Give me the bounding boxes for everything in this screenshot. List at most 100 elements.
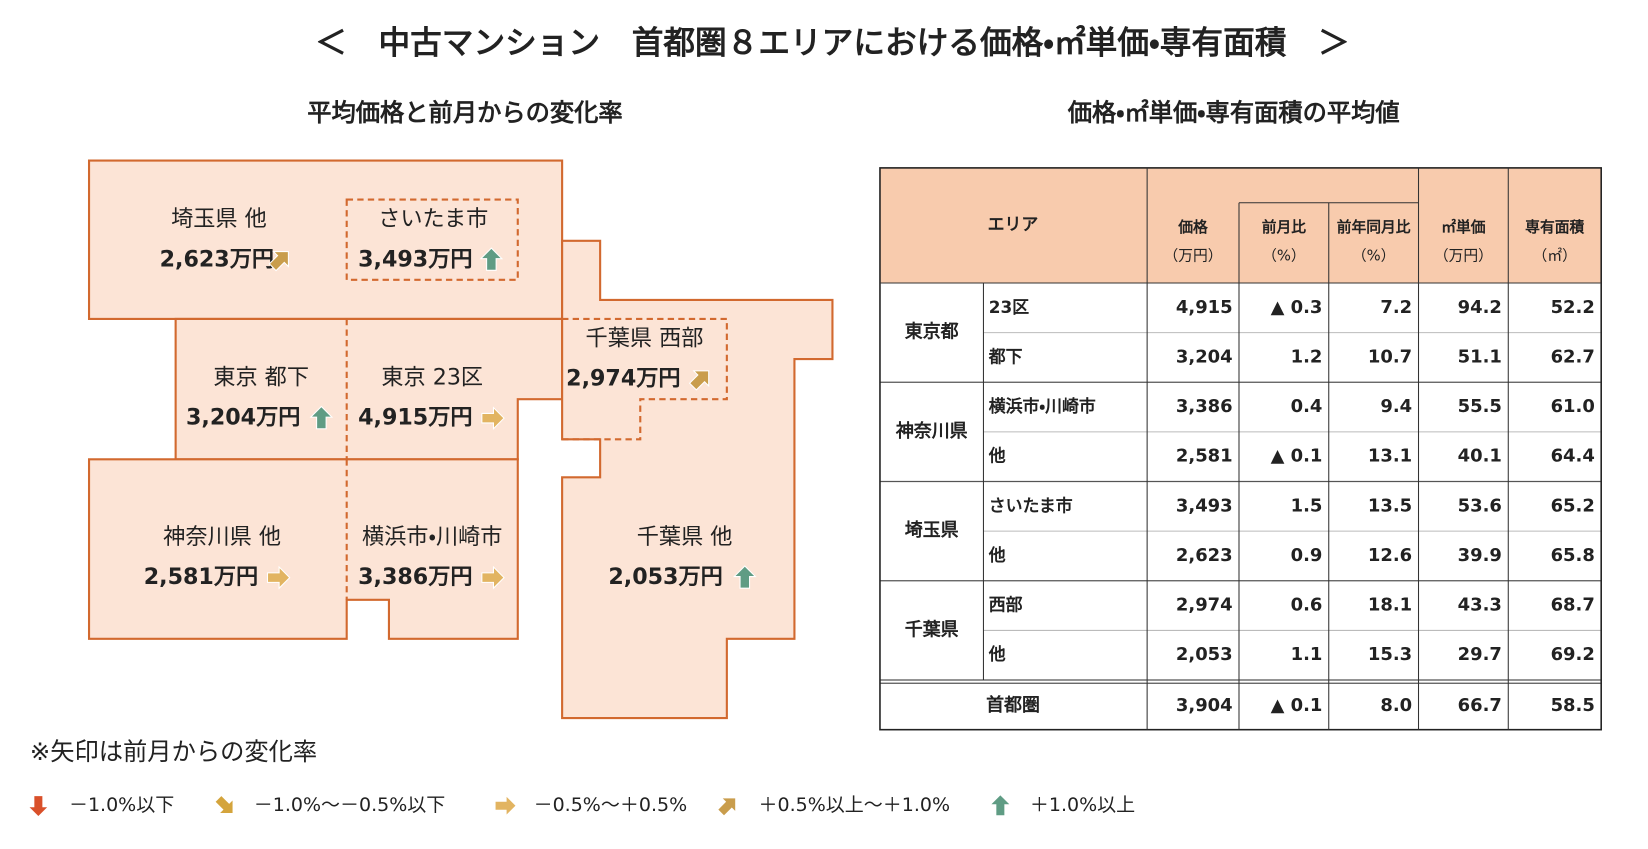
table-cell: 65.2 (1551, 495, 1595, 516)
table-cell: ▲ 0.1 (1271, 446, 1323, 467)
table-header-bg (879, 167, 1602, 283)
region-price: 2,623万円 (160, 246, 274, 272)
table-cell: ▲ 0.3 (1271, 297, 1323, 318)
region-price: 3,386万円 (358, 564, 472, 590)
table-header-cell: 専有面積 (1525, 218, 1584, 236)
table-cell: 2,623 (1176, 545, 1233, 566)
group-name: 東京都 (905, 321, 959, 343)
table-cell: 69.2 (1551, 644, 1595, 665)
table-cell: 18.1 (1368, 595, 1412, 616)
table-cell: 2,974 (1176, 595, 1233, 616)
table-cell: 12.6 (1368, 545, 1412, 566)
table-cell: 58.5 (1551, 695, 1595, 716)
table-cell: 66.7 (1458, 695, 1502, 716)
table-cell: 65.8 (1551, 545, 1595, 566)
table-header-unit: （%） (1262, 248, 1306, 265)
region-name: 東京 23区 (381, 365, 483, 391)
table-cell: 15.3 (1368, 644, 1412, 665)
arrow-icon (494, 794, 517, 817)
region-price: 2,974万円 (566, 366, 680, 392)
arrow-icon (481, 565, 505, 590)
table-cell: 40.1 (1458, 446, 1502, 467)
area-name: 都下 (988, 346, 1023, 366)
table-cell: 62.7 (1551, 346, 1595, 367)
region-price: 3,493万円 (358, 246, 472, 272)
table-cell: 0.6 (1291, 595, 1323, 616)
table-cell: 1.2 (1291, 346, 1323, 367)
region-name: 東京 都下 (213, 365, 309, 391)
legend-label: ＋0.5%以上～＋1.0% (759, 794, 951, 816)
table-header-cell: ㎡単価 (1441, 218, 1486, 236)
region-border (345, 198, 519, 281)
table-cell: 61.0 (1551, 396, 1595, 417)
table-cell: 53.6 (1458, 495, 1502, 516)
table-cell: 51.1 (1458, 346, 1502, 367)
region-shape (87, 159, 564, 320)
footer-name: 首都圏 (986, 694, 1040, 716)
region-name: さいたま市 (378, 206, 488, 232)
table-cell: 3,493 (1176, 495, 1233, 516)
table-cell: 8.0 (1380, 695, 1412, 716)
table-cell: 0.9 (1291, 545, 1323, 566)
table-cell: 2,053 (1176, 644, 1233, 665)
area-name: 他 (988, 644, 1006, 664)
table-header-unit: （㎡） (1533, 248, 1577, 265)
region-name: 埼玉県 他 (171, 206, 267, 232)
table-cell: 7.2 (1380, 297, 1412, 318)
map (87, 159, 834, 720)
legend-label: －1.0%～－0.5%以下 (254, 794, 446, 816)
table-cell: 68.7 (1551, 595, 1595, 616)
legend-label: －0.5%～＋0.5% (534, 794, 688, 816)
region-name: 横浜市・川崎市 (362, 524, 502, 550)
table-cell: 9.4 (1380, 396, 1412, 417)
table-header-cell: 価格 (1177, 218, 1208, 236)
table-cell: 2,581 (1176, 446, 1233, 467)
table-cell: ▲ 0.1 (1271, 695, 1323, 716)
arrow-icon (268, 251, 289, 272)
arrow-icon (479, 247, 504, 271)
table-cell: 29.7 (1458, 644, 1502, 665)
table-cell: 1.5 (1291, 495, 1323, 516)
table-title: 価格・㎡単価・専有面積の平均値 (1067, 98, 1400, 127)
area-name: 横浜市・川崎市 (989, 396, 1096, 416)
table-header-cell: エリア (988, 214, 1039, 234)
region-name: 千葉県 他 (637, 524, 733, 550)
legend-note: ※矢印は前月からの変化率 (30, 737, 317, 766)
table-cell: 64.4 (1551, 446, 1595, 467)
page-title: ＜ 中古マンション 首都圏８エリアにおける価格・㎡単価・専有面積 ＞ (315, 24, 1350, 61)
arrow-icon (688, 370, 710, 391)
area-name: 他 (988, 545, 1006, 565)
table-header-unit: （万円） (1434, 248, 1493, 265)
table-header-unit: （%） (1352, 248, 1396, 265)
region-border (562, 317, 728, 441)
map-title: 平均価格と前月からの変化率 (307, 98, 622, 127)
region-shape (561, 239, 834, 720)
region-price: 2,581万円 (144, 564, 258, 590)
table-cell: 52.2 (1551, 297, 1595, 318)
region-price: 4,915万円 (358, 405, 472, 431)
table-header-cell: 前月比 (1262, 218, 1307, 236)
table-cell: 13.1 (1368, 446, 1412, 467)
table-cell: 3,904 (1176, 695, 1233, 716)
arrow-icon (989, 793, 1012, 817)
table-cell: 3,386 (1176, 396, 1233, 417)
region-price: 2,053万円 (608, 564, 722, 590)
table-header-cell: 前年同月比 (1337, 218, 1411, 236)
table-cell: 3,204 (1176, 346, 1233, 367)
legend-label: －1.0%以下 (69, 794, 174, 816)
arrow-icon (716, 797, 737, 817)
table-cell: 13.5 (1368, 495, 1412, 516)
region-name: 千葉県 西部 (586, 325, 704, 351)
area-name: 23区 (989, 297, 1029, 317)
table-cell: 0.4 (1291, 396, 1323, 417)
region-shape (87, 458, 519, 640)
table-border (879, 167, 1602, 731)
table-cell: 43.3 (1458, 595, 1502, 616)
region-name: 神奈川県 他 (163, 524, 281, 550)
table-cell: 55.5 (1458, 396, 1502, 417)
table-cell: 94.2 (1458, 297, 1502, 318)
table-cell: 1.1 (1291, 644, 1323, 665)
arrow-icon (27, 795, 50, 818)
table-header-unit: （万円） (1164, 248, 1223, 265)
